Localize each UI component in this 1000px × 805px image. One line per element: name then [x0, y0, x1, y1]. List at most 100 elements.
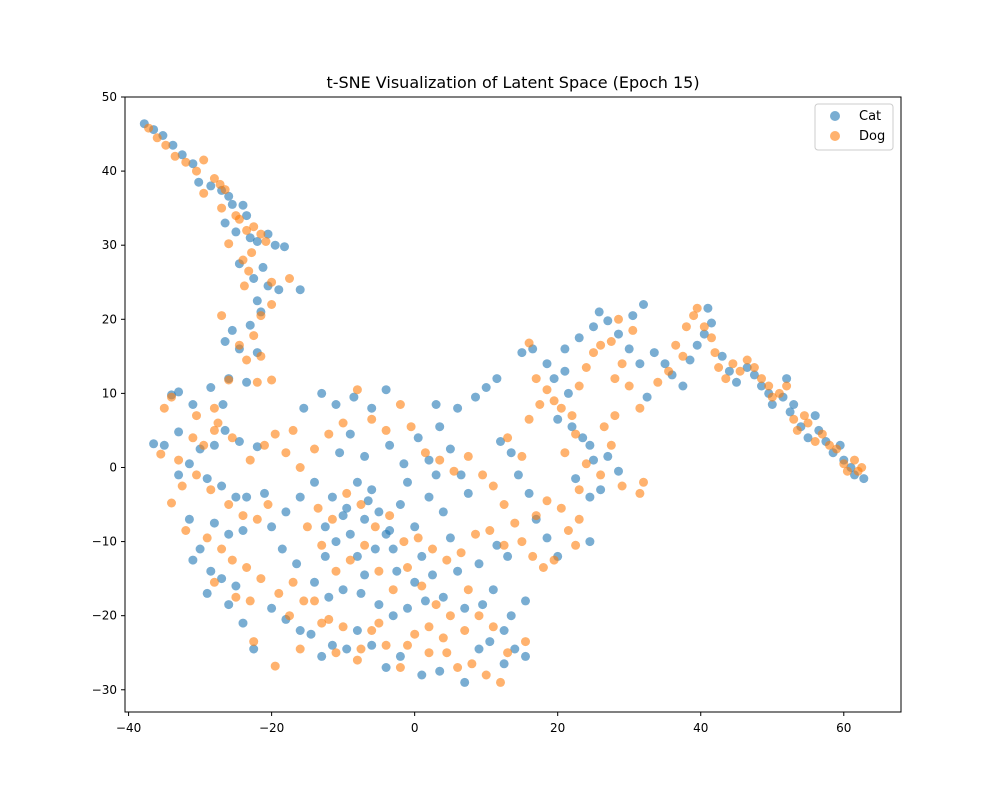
legend-label-cat: Cat	[859, 109, 881, 124]
point-cat	[367, 403, 377, 413]
point-dog	[188, 433, 198, 443]
point-dog	[381, 425, 391, 435]
point-cat	[209, 440, 219, 450]
y-tick-label: 40	[102, 164, 117, 178]
point-cat	[320, 551, 330, 561]
point-dog	[242, 563, 252, 572]
point-dog	[521, 637, 530, 647]
point-cat	[732, 377, 741, 387]
point-dog	[174, 455, 184, 465]
point-cat	[217, 481, 227, 491]
point-dog	[338, 418, 348, 428]
point-dog	[342, 488, 352, 498]
point-dog	[256, 574, 266, 584]
point-cat	[360, 514, 370, 524]
point-cat	[388, 544, 398, 554]
point-cat	[356, 588, 366, 598]
y-axis: −30 −20 −10 0 10 20 30 40 50	[92, 90, 125, 697]
point-dog	[199, 440, 209, 450]
point-cat	[194, 177, 204, 187]
point-cat	[642, 392, 652, 402]
point-cat	[280, 242, 289, 252]
point-dog	[542, 385, 552, 395]
point-dog	[453, 663, 463, 672]
point-cat	[342, 503, 352, 513]
point-dog	[606, 440, 616, 450]
point-dog	[317, 540, 327, 550]
point-dog	[413, 533, 423, 543]
point-cat	[220, 337, 230, 346]
point-cat	[485, 637, 495, 647]
point-cat	[174, 427, 184, 437]
point-cat	[589, 322, 598, 332]
point-dog	[209, 577, 219, 587]
point-dog	[161, 140, 171, 150]
point-dog	[199, 188, 209, 198]
point-cat	[624, 344, 634, 354]
point-cat	[510, 644, 520, 654]
point-dog	[388, 585, 398, 595]
point-dog	[352, 655, 362, 665]
point-dog	[192, 470, 201, 480]
point-dog	[367, 414, 377, 424]
point-dog	[167, 392, 176, 402]
point-cat	[789, 400, 799, 409]
x-tick-label: 0	[411, 721, 419, 735]
point-dog	[581, 363, 591, 372]
point-cat	[277, 544, 287, 554]
point-cat	[188, 400, 198, 409]
point-cat	[742, 363, 752, 372]
point-cat	[184, 459, 194, 469]
point-dog	[467, 659, 477, 669]
point-cat	[424, 455, 434, 465]
point-cat	[492, 374, 502, 384]
point-dog	[370, 522, 380, 532]
point-cat	[370, 544, 380, 554]
point-dog	[170, 151, 180, 161]
point-cat	[345, 429, 355, 439]
point-cat	[159, 440, 169, 450]
point-cat	[782, 374, 792, 384]
point-dog	[617, 481, 627, 491]
point-dog	[317, 618, 327, 628]
point-cat	[685, 355, 695, 365]
point-dog	[596, 340, 606, 350]
point-cat	[258, 262, 268, 272]
point-dog	[220, 185, 230, 195]
legend: Cat Dog	[814, 103, 894, 151]
point-cat	[224, 529, 234, 539]
point-dog	[749, 363, 759, 372]
point-cat	[267, 522, 277, 532]
point-dog	[249, 331, 259, 341]
point-dog	[395, 663, 405, 672]
point-dog	[177, 481, 187, 491]
point-cat	[249, 644, 259, 654]
point-dog	[420, 448, 430, 458]
point-cat	[306, 629, 316, 639]
point-dog	[556, 403, 566, 413]
point-cat	[499, 659, 509, 669]
point-dog	[599, 422, 609, 432]
point-cat	[168, 140, 178, 150]
point-cat	[403, 603, 412, 613]
point-cat	[420, 596, 430, 606]
point-cat	[453, 403, 463, 413]
point-cat	[424, 492, 434, 502]
point-dog	[424, 648, 434, 658]
point-dog	[270, 661, 280, 671]
point-cat	[474, 644, 484, 654]
point-dog	[181, 157, 191, 167]
point-dog	[635, 403, 645, 413]
legend-marker-cat	[830, 111, 840, 121]
point-dog	[399, 537, 409, 547]
point-cat	[585, 440, 595, 450]
point-cat	[385, 526, 395, 535]
point-dog	[782, 381, 792, 391]
point-cat	[603, 451, 613, 461]
y-tick-label: 50	[102, 90, 117, 104]
point-cat	[692, 340, 702, 350]
point-dog	[352, 385, 362, 395]
point-dog	[563, 526, 573, 535]
point-cat	[381, 663, 391, 672]
